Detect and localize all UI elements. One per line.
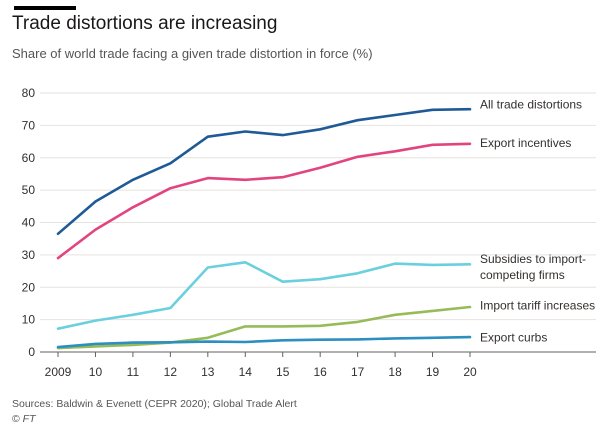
x-tick-label: 15: [276, 365, 290, 379]
y-tick-label: 10: [22, 313, 36, 327]
line-chart: 0 10 20 30 40 50 60 70 80 2009 10 11 12 13 14 15 16 17 18…: [22, 86, 596, 379]
y-tick-label: 50: [22, 183, 36, 197]
y-tick-label: 20: [22, 280, 36, 294]
x-tick-label: 14: [239, 365, 253, 379]
series-label: Export incentives: [480, 136, 571, 150]
series-line-2: [56, 260, 472, 331]
series-line-4: [56, 335, 472, 349]
series-label: Import tariff increases: [480, 299, 595, 313]
series-labels: All trade distortions Export incentives Su…: [480, 97, 595, 344]
y-tick-label: 80: [22, 86, 36, 100]
x-tick-label: 13: [201, 365, 215, 379]
x-tick-label: 11: [127, 365, 140, 379]
x-tick-label: 18: [388, 365, 402, 379]
series-label: All trade distortions: [480, 97, 582, 111]
x-axis: 2009 10 11 12 13 14 15 16 17 18 19 20: [45, 352, 477, 379]
chart-title: Trade distortions are increasing: [12, 13, 278, 34]
series-line-0: [56, 107, 472, 236]
y-axis-ticks: 0 10 20 30 40 50 60 70 80: [22, 86, 36, 359]
series-label: competing firms: [480, 268, 565, 282]
y-tick-label: 30: [22, 248, 36, 262]
x-tick-label: 20: [463, 365, 477, 379]
x-tick-label: 12: [164, 365, 178, 379]
series-label: Export curbs: [480, 330, 547, 344]
x-tick-label: 10: [89, 365, 103, 379]
series-label: Subsidies to import-: [480, 252, 586, 266]
y-tick-label: 40: [22, 216, 36, 230]
series-lines: [56, 107, 472, 350]
x-tick-label: 19: [426, 365, 440, 379]
x-tick-label: 2009: [45, 365, 72, 379]
y-tick-label: 60: [22, 151, 36, 165]
credit-text: FT: [22, 413, 36, 425]
y-tick-label: 0: [28, 345, 35, 359]
y-tick-label: 70: [22, 118, 36, 132]
series-line-3: [56, 305, 472, 350]
header-rule: [14, 6, 76, 10]
x-tick-label: 16: [314, 365, 328, 379]
chart-subtitle: Share of world trade facing a given trad…: [12, 46, 373, 61]
copyright-symbol: ©: [12, 413, 20, 425]
source-note: Sources: Baldwin & Evenett (CEPR 2020); …: [12, 398, 297, 410]
x-tick-label: 17: [351, 365, 365, 379]
gridlines: [40, 92, 596, 353]
series-line-1: [56, 142, 472, 260]
credit-note: © FT: [12, 413, 36, 425]
